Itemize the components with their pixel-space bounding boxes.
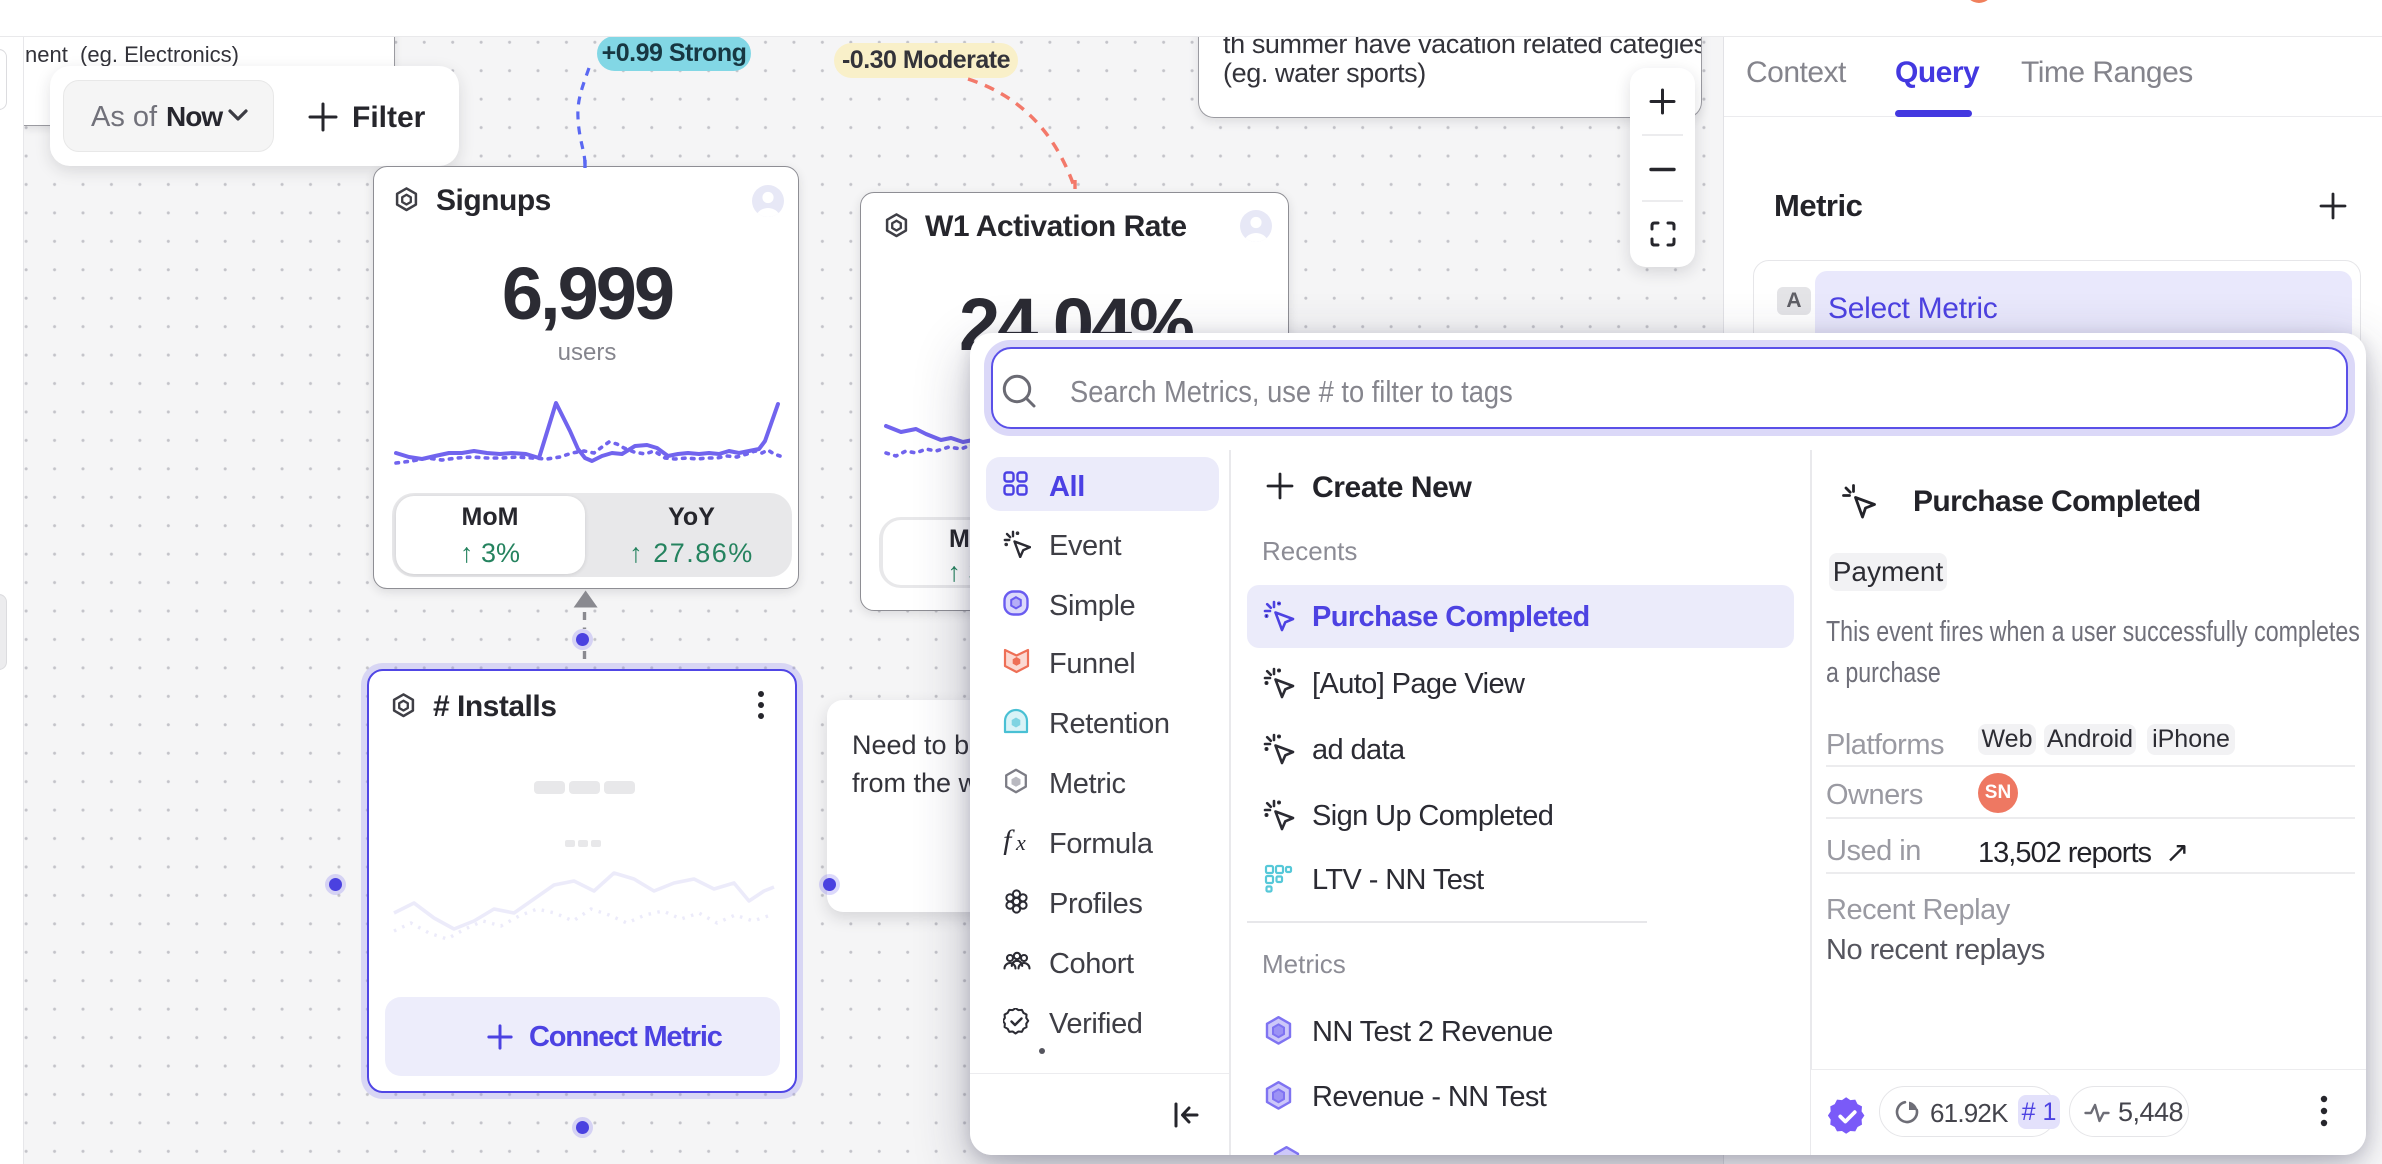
svg-text:x: x xyxy=(1015,830,1026,855)
svg-text:f: f xyxy=(1003,828,1015,855)
